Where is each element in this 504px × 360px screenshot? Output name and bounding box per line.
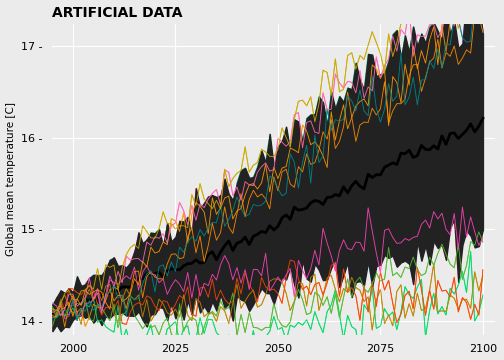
Y-axis label: Global mean temperature [C]: Global mean temperature [C] (6, 102, 16, 256)
Text: ARTIFICIAL DATA: ARTIFICIAL DATA (52, 5, 183, 19)
